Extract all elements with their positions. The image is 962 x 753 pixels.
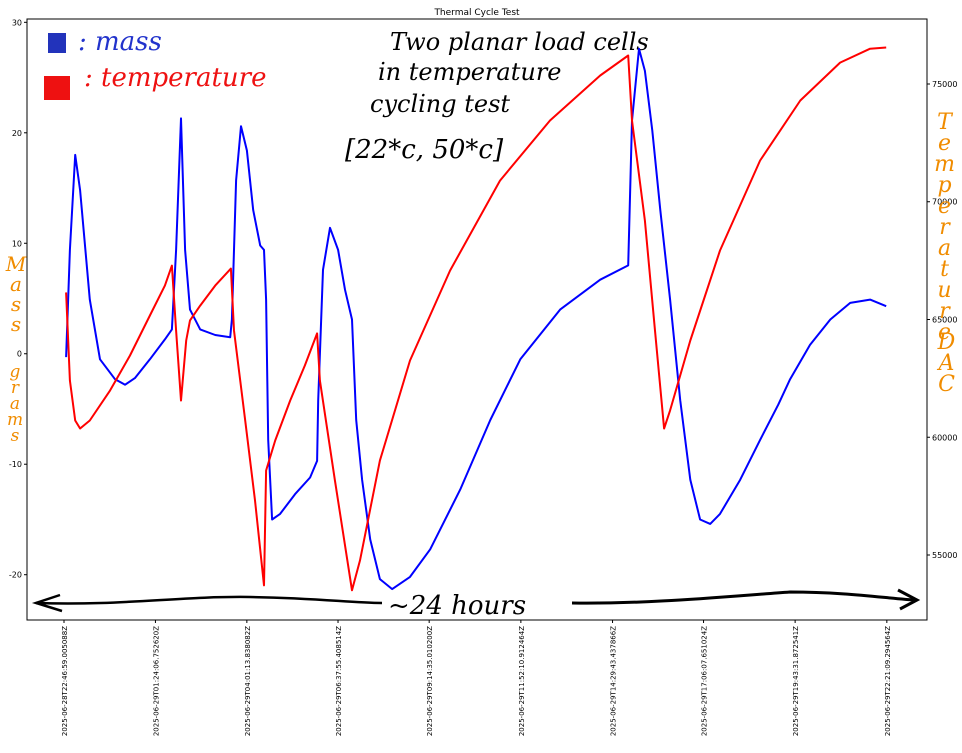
y2-tick-label: 55000: [932, 551, 957, 560]
x-tick-label: 2025-06-29T06:37:55.408514Z: [335, 626, 343, 736]
y-tick-label: -10: [9, 460, 22, 469]
y-tick-label: 30: [12, 18, 22, 27]
x-tick-label: 2025-06-29T17:06:07.651024Z: [701, 626, 709, 736]
x-tick-label: 2025-06-29T19:43:31.872541Z: [792, 626, 800, 736]
y2-tick-label: 65000: [932, 316, 957, 325]
arrow-head: [897, 588, 921, 611]
series-line: [65, 47, 887, 591]
y-axis-label: Mass: [4, 252, 28, 332]
x-tick-label: 2025-06-29T01:24:06.752620Z: [152, 626, 160, 736]
arrow-head: [31, 593, 63, 613]
y-axis-label: grams: [5, 362, 25, 442]
legend-label: : temperature: [84, 63, 266, 93]
annotation: ~24 hours: [388, 591, 526, 621]
y-tick-label: 20: [12, 129, 22, 138]
legend-label: : mass: [78, 27, 162, 57]
legend-swatch-mass: [48, 33, 66, 53]
legend-swatch-temperature: [44, 76, 70, 100]
annotation: [22*c, 50*c]: [345, 135, 504, 165]
arrow-line: [571, 590, 917, 605]
x-tick-label: 2025-06-28T22:46:59.005088Z: [61, 626, 69, 736]
x-tick-label: 2025-06-29T09:14:35.010200Z: [426, 626, 434, 736]
chart-title: Thermal Cycle Test: [433, 8, 520, 18]
x-tick-label: 2025-06-29T14:29:43.437866Z: [610, 626, 618, 736]
y-tick-label: 0: [17, 350, 22, 359]
x-tick-label: 2025-06-29T11:52:10.912464Z: [518, 626, 526, 736]
annotation: in temperature: [378, 58, 562, 86]
y2-tick-label: 70000: [932, 198, 957, 207]
y2-tick-label: 60000: [932, 433, 957, 442]
y2-tick-label: 75000: [932, 80, 957, 89]
series-line: [65, 46, 887, 592]
x-tick-label: 2025-06-29T22:21:09.294564Z: [884, 626, 892, 736]
x-tick-label: 2025-06-29T04:01:13.838082Z: [244, 626, 252, 736]
y-tick-label: -20: [9, 571, 22, 580]
y2-axis-label: Temperature: [932, 110, 957, 341]
y-tick-label: 10: [12, 239, 22, 248]
arrow-line: [35, 595, 383, 605]
annotation: Two planar load cells: [390, 28, 649, 56]
y2-axis-label: DAC: [934, 330, 959, 393]
annotation: cycling test: [370, 90, 510, 118]
